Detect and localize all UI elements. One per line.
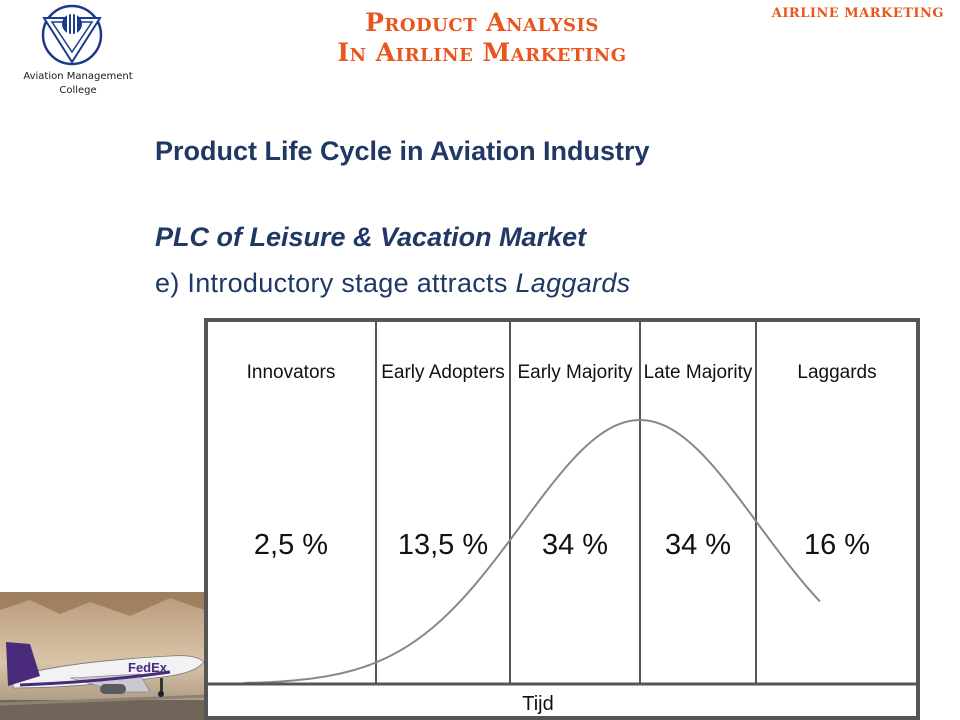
plc-diagram: Tijd Innovators Early Adopters Early Major… (204, 318, 920, 720)
segment-labels: Innovators Early Adopters Early Majority La… (247, 362, 877, 383)
segment-label: Innovators (247, 362, 336, 383)
segment-label: Early Adopters (381, 362, 505, 383)
chart-frame (204, 318, 920, 720)
point-text: e) Introductory stage attracts Laggards (155, 268, 631, 298)
segment-label: Early Majority (517, 362, 633, 383)
point-emphasis: Laggards (515, 268, 631, 298)
segment-value: 2,5 % (254, 529, 328, 561)
section-heading: Product Life Cycle in Aviation Industry (155, 136, 650, 166)
segment-label: Late Majority (644, 362, 753, 383)
bell-curve (243, 418, 821, 685)
title-line-2: In Airline Marketing (337, 38, 627, 67)
title-line-1: Product Analysis (365, 8, 599, 37)
time-axis-label: Tijd (522, 693, 553, 715)
college-name: Aviation Management College (23, 71, 133, 96)
section-subheading: PLC of Leisure & Vacation Market (155, 222, 587, 252)
livery-text: FedEx (128, 660, 168, 675)
segment-value: 34 % (542, 529, 608, 561)
slide-title: Product Analysis In Airline Marketing (262, 8, 702, 68)
corner-label: AIRLINE MARKETING (771, 6, 944, 21)
cargo-plane-photo: FedEx (0, 592, 210, 720)
college-logo (41, 4, 103, 66)
segment-label: Laggards (797, 362, 876, 383)
segment-value: 13,5 % (398, 529, 488, 561)
segment-value: 34 % (665, 529, 731, 561)
segment-value: 16 % (804, 529, 870, 561)
segment-values: 2,5 % 13,5 % 34 % 34 % 16 % (254, 529, 870, 561)
segment-dividers (375, 320, 757, 684)
